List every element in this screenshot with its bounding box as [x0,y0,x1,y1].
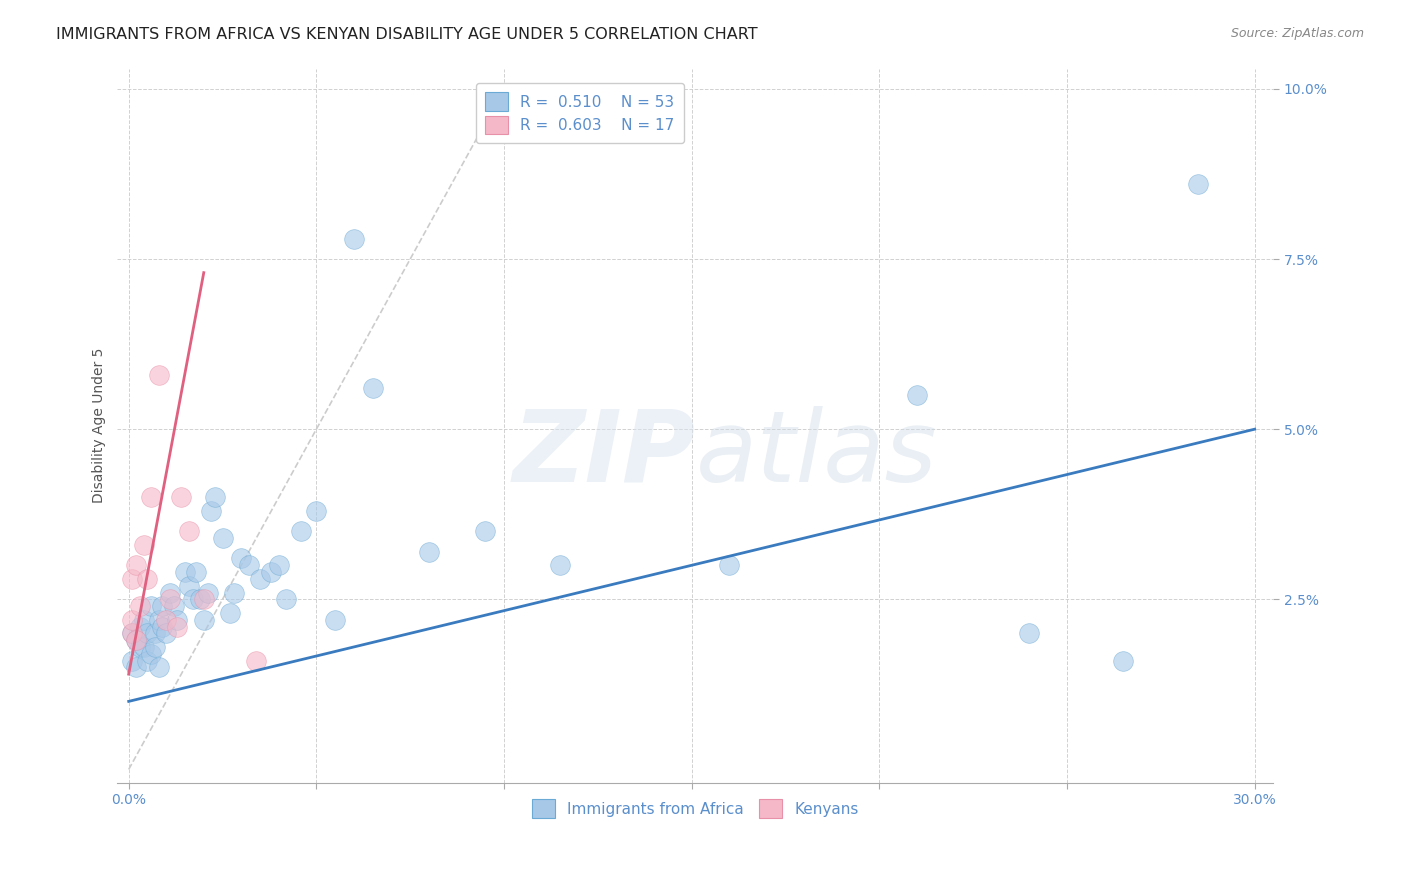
Point [159,585,181,599]
Point [125,558,148,573]
Point [141,647,163,661]
Point [136,626,159,640]
Text: ZIP: ZIP [512,406,696,503]
Point [181,592,204,607]
Point [204,490,226,504]
Point [132,538,155,552]
Point [141,490,163,504]
Point [260,565,283,579]
Point [129,599,152,613]
Point [267,558,290,573]
Point [152,619,174,633]
Point [121,572,143,586]
Point [129,619,152,633]
Point [718,558,741,573]
Point [245,654,267,668]
Point [418,544,440,558]
Point [186,565,208,579]
Point [219,606,242,620]
Point [152,599,174,613]
Point [200,504,222,518]
Legend: Immigrants from Africa, Kenyans: Immigrants from Africa, Kenyans [524,791,866,825]
Point [148,613,170,627]
Point [550,558,572,573]
Point [1112,654,1135,668]
Point [125,660,148,674]
Text: Source: ZipAtlas.com: Source: ZipAtlas.com [1230,27,1364,40]
Point [143,626,166,640]
Point [121,626,143,640]
Point [143,640,166,654]
Point [132,640,155,654]
Point [177,579,200,593]
Point [121,626,143,640]
Point [174,565,197,579]
Point [177,524,200,539]
Point [136,572,159,586]
Text: IMMIGRANTS FROM AFRICA VS KENYAN DISABILITY AGE UNDER 5 CORRELATION CHART: IMMIGRANTS FROM AFRICA VS KENYAN DISABIL… [56,27,758,42]
Point [193,613,215,627]
Point [136,654,159,668]
Y-axis label: Disability Age Under 5: Disability Age Under 5 [93,348,107,503]
Point [193,592,215,607]
Point [166,613,188,627]
Point [148,660,170,674]
Point [121,613,143,627]
Point [125,633,148,648]
Point [129,640,152,654]
Point [125,633,148,648]
Point [361,381,384,395]
Point [249,572,271,586]
Point [305,504,328,518]
Point [121,654,143,668]
Point [188,592,211,607]
Point [197,585,219,599]
Point [148,368,170,382]
Point [276,592,298,607]
Point [222,585,245,599]
Point [1018,626,1040,640]
Text: atlas: atlas [696,406,936,503]
Point [170,490,193,504]
Point [155,613,177,627]
Point [159,592,181,607]
Point [343,232,366,246]
Point [474,524,496,539]
Point [163,599,186,613]
Point [238,558,260,573]
Point [141,599,163,613]
Point [132,613,155,627]
Point [155,626,177,640]
Point [290,524,312,539]
Point [211,531,233,545]
Point [905,388,928,402]
Point [323,613,346,627]
Point [1187,178,1209,192]
Point [166,619,188,633]
Point [231,551,253,566]
